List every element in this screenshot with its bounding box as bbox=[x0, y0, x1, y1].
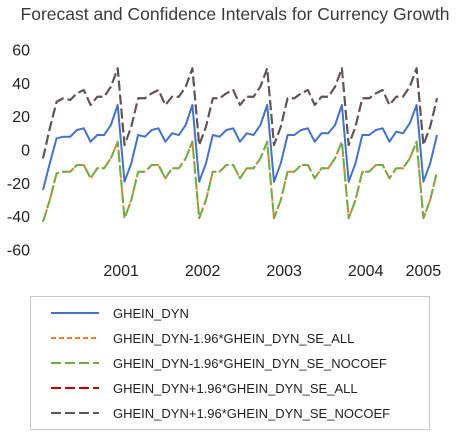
legend-item: GHEIN_DYN+1.96*GHEIN_DYN_SE_ALL bbox=[49, 378, 358, 398]
legend-item: GHEIN_DYN+1.96*GHEIN_DYN_SE_NOCOEF bbox=[49, 403, 390, 423]
line-chart: -60 -40 -20 0 20 40 60 2001 2002 2003 2004 2005 bbox=[7, 43, 441, 281]
y-tick-label: 40 bbox=[12, 76, 30, 93]
x-tick-label: 2004 bbox=[348, 263, 384, 280]
legend-label: GHEIN_DYN-1.96*GHEIN_DYN_SE_ALL bbox=[113, 330, 355, 346]
chart-title: Forecast and Confidence Intervals for Cu… bbox=[20, 4, 450, 24]
legend-item: GHEIN_DYN bbox=[49, 303, 189, 323]
y-tick-label: 20 bbox=[12, 109, 30, 126]
chart-legend: GHEIN_DYN GHEIN_DYN-1.96*GHEIN_DYN_SE_ALL… bbox=[30, 296, 430, 430]
series-line bbox=[42, 67, 438, 159]
x-tick-label: 2005 bbox=[406, 263, 442, 280]
legend-swatch bbox=[51, 412, 99, 414]
x-tick-label: 2003 bbox=[266, 263, 302, 280]
legend-label: GHEIN_DYN bbox=[113, 305, 189, 321]
x-tick-label: 2002 bbox=[185, 263, 221, 280]
y-tick-label: -60 bbox=[7, 243, 30, 260]
series-line bbox=[42, 140, 438, 222]
x-axis: 2001 2002 2003 2004 2005 bbox=[103, 263, 441, 280]
legend-item: GHEIN_DYN-1.96*GHEIN_DYN_SE_NOCOEF bbox=[49, 353, 387, 373]
legend-label: GHEIN_DYN+1.96*GHEIN_DYN_SE_NOCOEF bbox=[113, 405, 391, 421]
legend-label: GHEIN_DYN-1.96*GHEIN_DYN_SE_NOCOEF bbox=[113, 355, 387, 371]
legend-item: GHEIN_DYN-1.96*GHEIN_DYN_SE_ALL bbox=[49, 328, 354, 348]
series-layer bbox=[42, 67, 438, 222]
legend-swatch bbox=[51, 312, 99, 314]
series-line bbox=[42, 140, 438, 222]
legend-swatch bbox=[51, 337, 99, 339]
series-line bbox=[42, 67, 438, 159]
y-tick-label: 60 bbox=[12, 43, 30, 60]
legend-swatch bbox=[51, 362, 99, 364]
series-line bbox=[42, 104, 438, 191]
legend-swatch bbox=[51, 387, 99, 389]
x-tick-label: 2001 bbox=[103, 263, 139, 280]
y-tick-label: -20 bbox=[7, 176, 30, 193]
legend-label: GHEIN_DYN+1.96*GHEIN_DYN_SE_ALL bbox=[113, 380, 358, 396]
y-tick-label: 0 bbox=[21, 143, 30, 160]
y-axis: -60 -40 -20 0 20 40 60 bbox=[7, 43, 30, 260]
y-tick-label: -40 bbox=[7, 209, 30, 226]
